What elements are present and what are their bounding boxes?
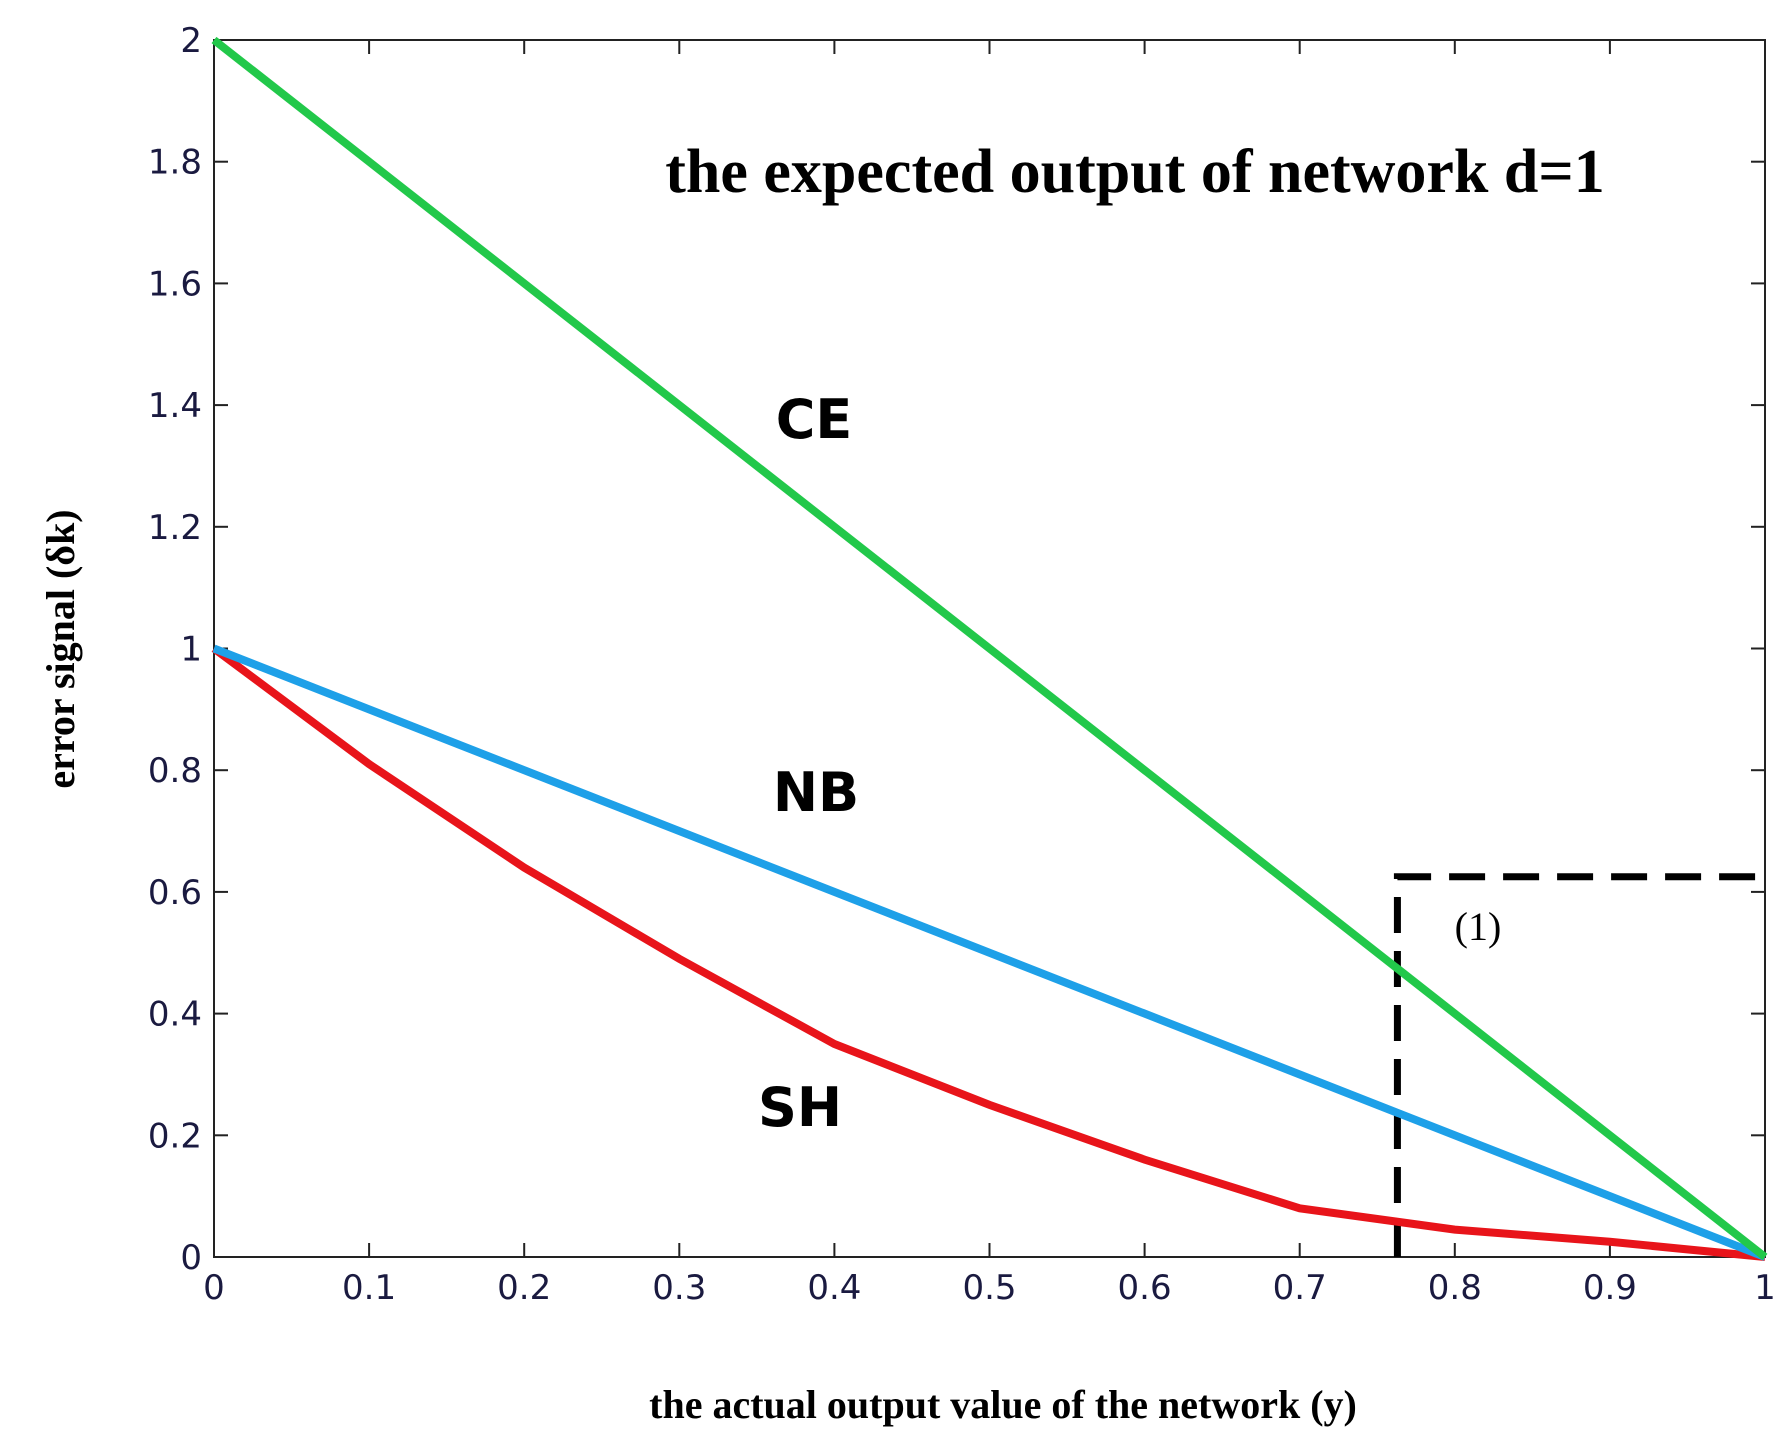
y-tick-label: 2 (180, 21, 202, 61)
x-tick-label: 0.5 (962, 1268, 1016, 1308)
x-tick-label: 0.4 (807, 1268, 861, 1308)
x-tick-label: 0 (203, 1268, 225, 1308)
x-tick-label: 0.7 (1273, 1268, 1327, 1308)
line (212, 644, 1767, 1261)
x-tick-label: 0.1 (342, 1268, 396, 1308)
series-label: CE (776, 388, 853, 451)
y-tick-label: 0.8 (148, 751, 202, 791)
y-tick-label: 1.4 (148, 386, 202, 426)
x-axis-label: the actual output value of the network (… (649, 1382, 1357, 1427)
y-tick-label: 1.2 (148, 508, 202, 548)
annotation: (1) (1455, 904, 1502, 949)
y-tick-label: 0.4 (148, 995, 202, 1035)
line (211, 36, 1768, 1261)
y-tick-label: 1.8 (148, 143, 202, 183)
x-tick-label: 0.8 (1428, 1268, 1482, 1308)
line (211, 645, 1766, 1261)
x-tick-label: 0.2 (497, 1268, 551, 1308)
y-tick-label: 0 (180, 1238, 202, 1278)
x-tick-label: 0.3 (652, 1268, 706, 1308)
dashed-guide (1393, 873, 1765, 1257)
chart-title: the expected output of network d=1 (665, 138, 1604, 206)
y-tick-label: 0.2 (148, 1116, 202, 1156)
series-label: NB (773, 761, 859, 824)
y-tick-label: 0.6 (148, 873, 202, 913)
y-tick-label: 1.6 (148, 264, 202, 304)
y-tick-label: 1 (180, 630, 202, 670)
x-tick-label: 1 (1754, 1268, 1776, 1308)
y-axis-label: error signal (δk) (38, 509, 83, 788)
series-label: SH (758, 1076, 842, 1139)
x-tick-label: 0.6 (1118, 1268, 1172, 1308)
x-tick-label: 0.9 (1583, 1268, 1637, 1308)
